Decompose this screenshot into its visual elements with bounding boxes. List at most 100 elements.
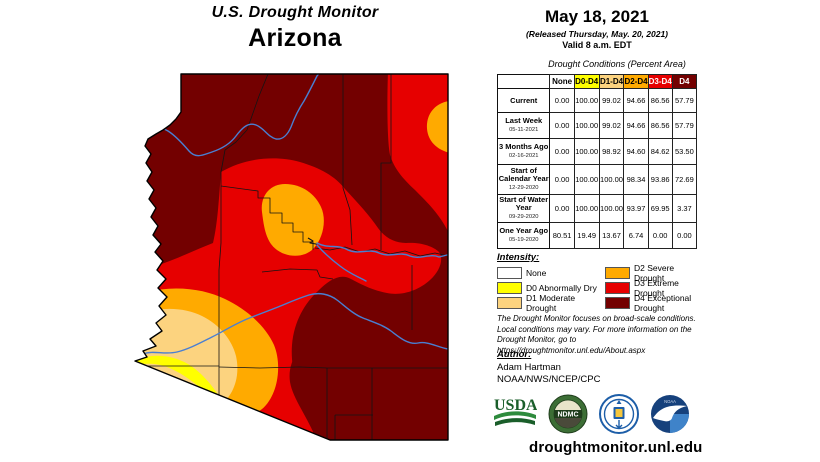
- table-value-cell: 98.92: [598, 138, 625, 165]
- map-date: May 18, 2021: [545, 7, 649, 26]
- table-value-cell: 98.34: [623, 164, 649, 195]
- table-value-cell: 100.00: [573, 194, 600, 223]
- legend-swatch-d2: [605, 266, 630, 279]
- table-row: Current 0.00 100.00 99.02 94.66 86.56 57.79: [496, 88, 698, 113]
- legend-swatch-d3: [605, 281, 630, 294]
- table-value-cell: 84.62: [647, 138, 673, 165]
- table-value-cell: 100.00: [598, 194, 625, 223]
- rivers: [135, 74, 448, 359]
- table-value-cell: 94.66: [623, 88, 649, 113]
- legend-label: D2 Severe Drought: [634, 262, 675, 283]
- svg-text:USDA: USDA: [494, 397, 537, 414]
- footer-url[interactable]: droughtmonitor.unl.edu: [529, 439, 703, 456]
- row-label: 3 Months Ago 02-16-2021: [496, 138, 551, 165]
- table-caption: Drought Conditions (Percent Area): [548, 59, 686, 69]
- valid-time: Valid 8 a.m. EDT: [562, 40, 632, 50]
- table-value-cell: 99.02: [598, 88, 625, 113]
- intensity-heading: Intensity:: [497, 252, 540, 263]
- county-boundaries: [137, 74, 448, 440]
- usda-logo: USDA: [494, 397, 537, 426]
- table-value-cell: 0.00: [671, 222, 698, 249]
- legend-label: D1 Moderate Drought: [526, 292, 576, 313]
- row-date: 12-29-2020: [508, 185, 539, 191]
- table-value-cell: 72.69: [671, 164, 698, 195]
- table-value-cell: 0.00: [549, 112, 575, 139]
- column-header-none: None: [549, 74, 575, 89]
- table-value-cell: 80.51: [549, 222, 575, 249]
- legend-label: D4 Exceptional Drought: [634, 292, 692, 313]
- legend-swatch-none: [497, 266, 522, 279]
- table-value-cell: 100.00: [573, 164, 600, 195]
- legend-item-d4: D4 Exceptional Drought: [605, 292, 702, 313]
- legend-item-d2: D2 Severe Drought: [605, 262, 702, 283]
- table-value-cell: 0.00: [549, 164, 575, 195]
- row-date: 05-19-2020: [508, 237, 539, 243]
- row-label: Start of Calendar Year 12-29-2020: [496, 164, 551, 195]
- date-block: May 18, 2021 (Released Thursday, May. 20…: [497, 7, 697, 50]
- table-value-cell: 100.00: [598, 164, 625, 195]
- table-value-cell: 57.79: [671, 88, 698, 113]
- row-date: 09-29-2020: [508, 214, 539, 220]
- disclaimer-text: The Drought Monitor focuses on broad-sca…: [497, 314, 707, 356]
- author-heading: Author:: [497, 349, 532, 360]
- legend-item-d1: D1 Moderate Drought: [497, 292, 605, 313]
- column-header-d4: D4: [671, 74, 698, 89]
- row-label: Last Week 05-11-2021: [496, 112, 551, 139]
- map-region-d4-southeast: [289, 294, 448, 440]
- intensity-legend: None D0 Abnormally Dry D1 Moderate Drought…: [497, 262, 702, 313]
- table-value-cell: 86.56: [647, 88, 673, 113]
- author-name: Adam Hartman: [497, 362, 561, 373]
- row-label: Start of Water Year 09-29-2020: [496, 194, 551, 223]
- svg-text:NDMC: NDMC: [558, 412, 579, 419]
- author-org: NOAA/NWS/NCEP/CPC: [497, 374, 601, 385]
- legend-label: None: [526, 267, 547, 278]
- table-value-cell: 100.00: [573, 138, 600, 165]
- table-row: Start of Water Year 09-29-2020 0.00 100.00 1…: [496, 194, 698, 223]
- map-region-d2-northeast: [426, 101, 448, 153]
- title-block: U.S. Drought Monitor Arizona: [115, 4, 475, 53]
- table-value-cell: 93.86: [647, 164, 673, 195]
- commerce-logo: [599, 394, 639, 434]
- disclaimer-line: The Drought Monitor focuses on broad-sca…: [497, 314, 696, 323]
- table-value-cell: 6.74: [623, 222, 649, 249]
- table-value-cell: 53.50: [671, 138, 698, 165]
- release-date: (Released Thursday, May. 20, 2021): [525, 29, 669, 39]
- gila-river: [135, 292, 448, 359]
- column-header-d0-d4: D0-D4: [573, 74, 600, 89]
- row-label: One Year Ago 05-19-2020: [496, 222, 551, 249]
- table-value-cell: 100.00: [573, 112, 600, 139]
- legend-item-d0: D0 Abnormally Dry: [497, 280, 605, 295]
- table-row: 3 Months Ago 02-16-2021 0.00 100.00 98.92 94.…: [496, 138, 698, 165]
- legend-label: D0 Abnormally Dry: [526, 282, 597, 293]
- logo-row: USDA NDMC NOAA: [493, 394, 703, 434]
- table-value-cell: 94.60: [623, 138, 649, 165]
- salt-river: [316, 242, 448, 258]
- conditions-table-header: None D0-D4 D1-D4 D2-D4 D3-D4 D4: [497, 74, 698, 89]
- table-value-cell: 69.95: [647, 194, 673, 223]
- table-value-cell: 3.37: [671, 194, 698, 223]
- conditions-table: None D0-D4 D1-D4 D2-D4 D3-D4 D4 Current 0.00 10…: [496, 74, 698, 249]
- legend-swatch-d4: [605, 296, 630, 309]
- row-date: 05-11-2021: [509, 127, 539, 133]
- table-value-cell: 0.00: [549, 88, 575, 113]
- row-date: 02-16-2021: [508, 153, 539, 159]
- table-value-cell: 19.49: [573, 222, 600, 249]
- table-value-cell: 86.56: [647, 112, 673, 139]
- table-value-cell: 13.67: [598, 222, 625, 249]
- legend-item-none: None: [497, 265, 605, 280]
- table-corner-blank: [497, 74, 550, 89]
- table-value-cell: 0.00: [549, 138, 575, 165]
- conditions-table-body: Current 0.00 100.00 99.02 94.66 86.56 57.79 Las…: [496, 88, 698, 249]
- column-header-d1-d4: D1-D4: [598, 74, 625, 89]
- disclaimer-line: Drought Monitor, go to https://droughtmo…: [497, 335, 646, 355]
- svg-text:NOAA: NOAA: [664, 399, 676, 404]
- table-value-cell: 0.00: [549, 194, 575, 223]
- noaa-logo: NOAA: [651, 395, 689, 433]
- legend-item-d3: D3 Extreme Drought: [605, 278, 702, 298]
- table-value-cell: 57.79: [671, 112, 698, 139]
- table-value-cell: 93.97: [623, 194, 649, 223]
- column-header-d3-d4: D3-D4: [647, 74, 673, 89]
- row-label: Current: [496, 88, 551, 113]
